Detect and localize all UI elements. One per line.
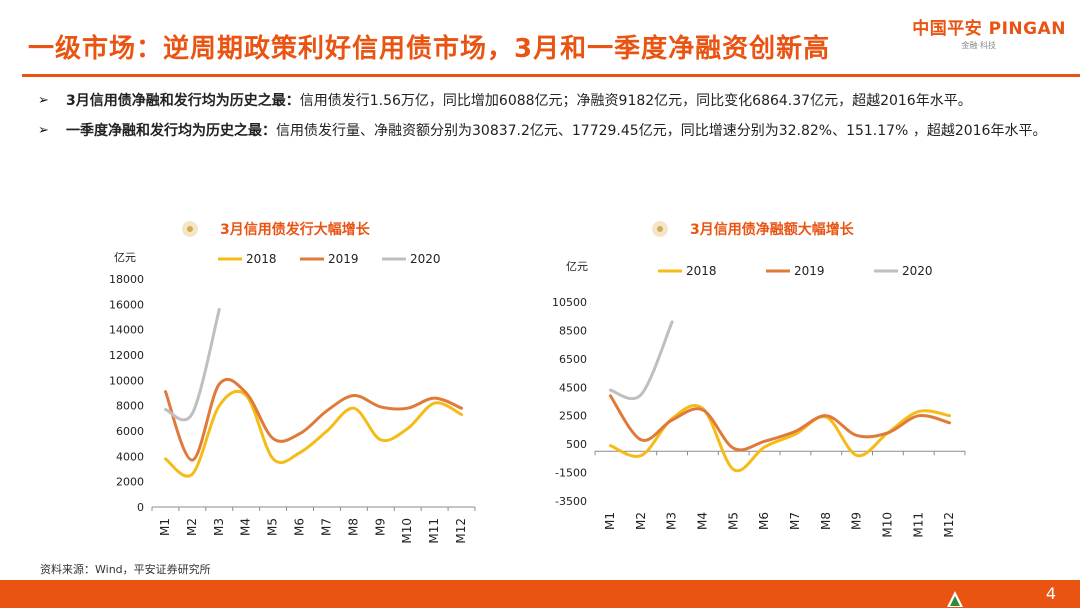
x-category-label: M4: [239, 518, 253, 536]
bullet-list: ➢ 3月信用债净融和发行均为历史之最：信用债发行1.56万亿，同比增加6088亿…: [36, 88, 1056, 148]
y-tick-label: 12000: [109, 349, 144, 362]
y-tick-label: 14000: [109, 324, 144, 337]
y-tick-label: 10500: [552, 296, 587, 309]
y-tick-label: 4000: [116, 450, 144, 463]
x-category-label: M11: [427, 518, 441, 544]
bullet-lead: 一季度净融和发行均为历史之最：: [66, 123, 276, 139]
x-category-label: M5: [266, 518, 280, 536]
x-category-label: M1: [603, 512, 617, 530]
bullet-item: ➢ 一季度净融和发行均为历史之最：信用债发行量、净融资额分别为30837.2亿元…: [36, 118, 1056, 144]
y-tick-label: -1500: [555, 467, 587, 480]
y-tick-label: 8500: [559, 324, 587, 337]
arrow-bullet-icon: ➢: [38, 123, 49, 138]
x-category-label: M9: [850, 512, 864, 530]
y-tick-label: 2500: [559, 410, 587, 423]
x-category-label: M9: [373, 518, 387, 536]
x-category-label: M2: [634, 512, 648, 530]
x-category-label: M1: [158, 518, 172, 536]
x-category-label: M10: [400, 518, 414, 544]
chart-issuance: 亿元 2018 2019 2020 18000 16000 14000 12000 10000 8…: [109, 251, 476, 544]
x-category-label: M2: [185, 518, 199, 536]
chart1-title-text: 3月信用债发行大幅增长: [220, 222, 370, 238]
chart-bullet-icon: [652, 221, 668, 237]
y-axis-unit: 亿元: [566, 260, 588, 273]
y-tick-label: 8000: [116, 400, 144, 413]
y-tick-label: 6500: [559, 353, 587, 366]
y-tick-label: -3500: [555, 495, 587, 508]
y-tick-label: 2000: [116, 476, 144, 489]
x-category-label: M7: [319, 518, 333, 536]
chart-net-financing: 亿元 2018 2019 2020 10500 8500 6500 4500 2500 500 -1…: [552, 260, 966, 538]
x-category-label: M5: [726, 512, 740, 530]
chart1-title: 3月信用债发行大幅增长: [182, 219, 370, 239]
series-line-2020: [608, 320, 674, 401]
pine-tree-icon: [947, 591, 963, 607]
x-category-label: M3: [665, 512, 679, 530]
series-line-2019: [164, 377, 463, 462]
brand-logo: 中国平安 PINGAN 金融·科技: [912, 14, 1066, 51]
legend-label: 2018: [246, 252, 277, 266]
source-note: 资料来源：Wind，平安证券研究所: [40, 563, 211, 576]
bullet-text: 信用债发行量、净融资额分别为30837.2亿元、17729.45亿元，同比增速分…: [276, 123, 1047, 139]
y-tick-label: 18000: [109, 273, 144, 286]
x-category-label: M11: [911, 512, 925, 538]
bullet-item: ➢ 3月信用债净融和发行均为历史之最：信用债发行1.56万亿，同比增加6088亿…: [36, 88, 1056, 114]
x-category-label: M8: [819, 512, 833, 530]
x-category-label: M10: [880, 512, 894, 538]
x-category-label: M3: [212, 518, 226, 536]
legend-label: 2020: [902, 264, 933, 278]
logo-tagline: 金融·科技: [961, 41, 996, 50]
x-category-label: M8: [346, 518, 360, 536]
page-title: 一级市场：逆周期政策利好信用债市场，3月和一季度净融资创新高: [28, 34, 831, 64]
legend-label: 2020: [410, 252, 441, 266]
legend-label: 2018: [686, 264, 717, 278]
bullet-text: 信用债发行1.56万亿，同比增加6088亿元；净融资9182亿元，同比变化686…: [299, 93, 972, 109]
arrow-bullet-icon: ➢: [38, 93, 49, 108]
series-line-2020: [164, 307, 221, 422]
y-tick-label: 6000: [116, 425, 144, 438]
x-category-label: M12: [454, 518, 468, 544]
x-category-label: M12: [942, 512, 956, 538]
y-tick-label: 0: [137, 501, 144, 514]
x-category-label: M4: [695, 512, 709, 530]
footer-bar: [0, 580, 1080, 608]
logo-text: 中国平安 PINGAN: [912, 19, 1066, 39]
chart-bullet-icon: [182, 221, 198, 237]
title-divider: [22, 74, 1080, 77]
chart2-title-text: 3月信用债净融额大幅增长: [690, 222, 854, 238]
bullet-lead: 3月信用债净融和发行均为历史之最：: [66, 93, 300, 109]
y-tick-label: 4500: [559, 381, 587, 394]
y-tick-label: 10000: [109, 374, 144, 387]
legend-label: 2019: [794, 264, 825, 278]
legend-label: 2019: [328, 252, 359, 266]
x-category-label: M6: [293, 518, 307, 536]
series-line-2018: [164, 389, 463, 478]
chart2-title: 3月信用债净融额大幅增长: [652, 219, 854, 239]
series-line-2019: [608, 394, 952, 452]
x-category-label: M7: [788, 512, 802, 530]
y-axis-unit: 亿元: [114, 251, 136, 264]
page-number: 4: [1045, 584, 1056, 603]
y-tick-label: 16000: [109, 298, 144, 311]
x-category-label: M6: [757, 512, 771, 530]
y-tick-label: 500: [566, 438, 587, 451]
